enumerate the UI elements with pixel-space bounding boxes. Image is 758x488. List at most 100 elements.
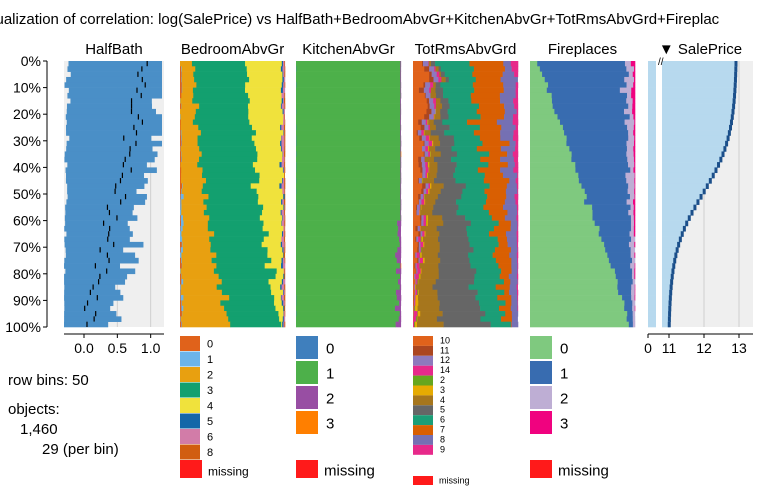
bar-segment [296, 140, 297, 147]
bar-segment [206, 204, 264, 211]
bar-segment [530, 87, 548, 94]
column-header[interactable]: HalfBath [85, 41, 143, 58]
bar-segment [180, 92, 182, 99]
bar-segment [192, 98, 251, 104]
bar-segment [511, 263, 518, 269]
bar-segment [633, 156, 636, 163]
bar-segment [504, 108, 517, 115]
bar-segment [516, 236, 519, 243]
bar-segment [434, 114, 441, 120]
bar-segment [283, 124, 286, 131]
bar-segment [634, 268, 636, 275]
bar-segment [182, 215, 210, 221]
bar-segment [282, 167, 284, 174]
bar-segment [530, 61, 538, 67]
bar-segment [419, 252, 421, 259]
bar-segment [416, 236, 419, 243]
bar-segment [422, 178, 435, 184]
bar-segment [413, 321, 415, 328]
bar-segment [252, 162, 280, 168]
bar-segment [417, 311, 419, 317]
mean-mark [677, 241, 681, 248]
bar-segment [414, 295, 416, 301]
mean-mark [669, 284, 673, 291]
bar-segment [474, 273, 501, 280]
bar-segment [296, 108, 401, 115]
bar-segment [296, 87, 401, 94]
bar-segment [438, 236, 469, 243]
bar-segment [443, 220, 472, 227]
mean-mark [670, 273, 674, 280]
bar-segment [181, 135, 198, 142]
bar-segment [296, 114, 401, 120]
bar-segment [628, 135, 635, 142]
column-header[interactable]: ▼ SalePrice [659, 41, 742, 58]
bar-segment [413, 135, 420, 142]
bar-segment [395, 321, 402, 328]
bar-segment [473, 247, 496, 253]
bar-segment [631, 273, 635, 280]
bar-segment [400, 66, 402, 72]
bar-segment [224, 305, 276, 312]
bar-segment [284, 225, 286, 232]
bar-segment [259, 215, 283, 221]
bar-segment [627, 311, 633, 317]
bar-segment [530, 178, 580, 184]
legend-label: 1 [560, 365, 568, 382]
bar-segment [414, 273, 416, 280]
bar-segment [511, 66, 519, 72]
bar-segment [417, 321, 444, 328]
column-header[interactable]: BedroomAbvGr [181, 41, 284, 58]
bar-segment [416, 279, 418, 285]
bar-segment [469, 241, 499, 248]
bar-segment [515, 92, 519, 99]
bar-segment [551, 92, 628, 99]
bar-segment [421, 188, 424, 195]
bar-segment [180, 215, 184, 221]
mean-mark [696, 199, 700, 205]
bar-segment [630, 204, 635, 211]
bar-segment [194, 114, 249, 120]
bar-segment [530, 162, 576, 168]
bar-segment [584, 199, 627, 205]
mean-mark [733, 76, 737, 83]
bar-segment [530, 194, 588, 200]
bar-segment [296, 289, 397, 296]
bar-segment [442, 103, 450, 110]
x-tick-label: 13 [731, 340, 747, 356]
bar-segment [631, 236, 636, 243]
bar-segment [418, 300, 440, 307]
legend-label: 8 [440, 434, 445, 444]
bar [66, 146, 153, 152]
bar-segment [181, 151, 182, 158]
bar-segment [586, 194, 631, 200]
bar-segment [283, 316, 286, 322]
bar-segment [255, 146, 282, 152]
bar-segment [629, 231, 635, 237]
column-header[interactable]: TotRmsAbvGrd [415, 41, 517, 58]
bar-segment [413, 305, 415, 312]
y-tick-label: 0% [21, 53, 41, 69]
bar-segment [424, 124, 429, 131]
bar [67, 162, 147, 168]
bar-segment [413, 188, 422, 195]
bar-segment [428, 124, 431, 131]
mean-mark [668, 300, 672, 307]
bar-segment [180, 82, 183, 88]
bar-segment [456, 199, 487, 205]
legend-missing-swatch [180, 460, 202, 478]
bar-segment [437, 252, 469, 259]
legend-swatch [180, 444, 200, 460]
bar-segment [437, 295, 476, 301]
bar-segment [428, 162, 430, 168]
bar-segment [630, 252, 635, 259]
bar [648, 204, 696, 211]
bar-segment [418, 156, 422, 163]
bar-segment [517, 295, 519, 301]
bar-segment [634, 252, 636, 259]
bar-segment [530, 135, 567, 142]
bar-segment [413, 300, 415, 307]
column-header[interactable]: KitchenAbvGr [302, 41, 395, 58]
bar [65, 252, 136, 259]
column-header[interactable]: Fireplaces [548, 41, 617, 58]
